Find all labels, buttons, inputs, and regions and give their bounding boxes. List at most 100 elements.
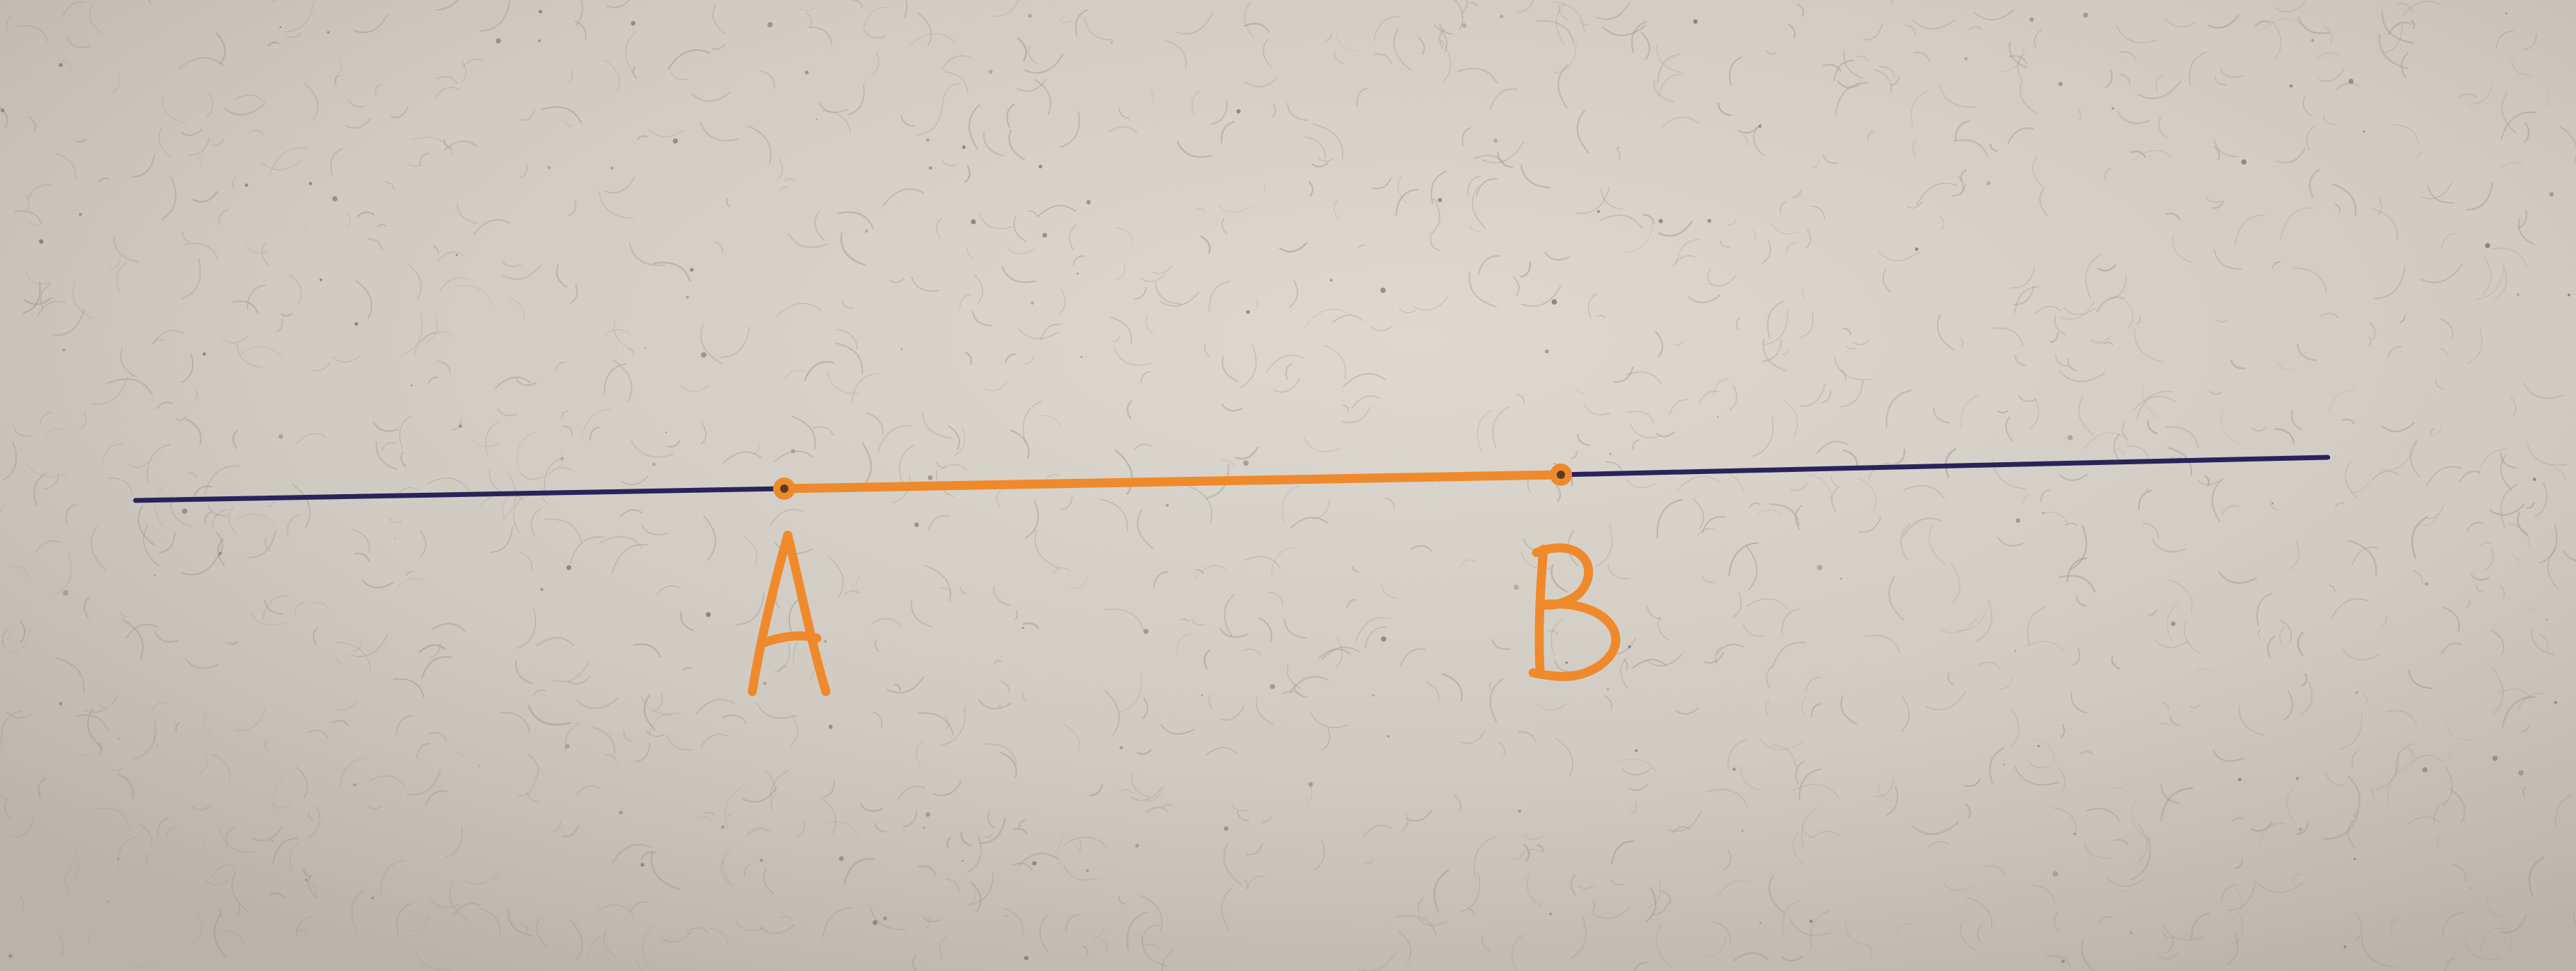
paper-fiber bbox=[1417, 897, 1424, 915]
paper-fiber bbox=[1318, 648, 1352, 660]
paper-fiber bbox=[2121, 886, 2132, 892]
paper-fiber bbox=[1058, 19, 1072, 23]
paper-fiber bbox=[703, 515, 717, 562]
paper-fiber bbox=[1788, 24, 1796, 39]
paper-fiber bbox=[1554, 659, 1573, 673]
paper-fiber bbox=[286, 514, 301, 535]
paper-fiber bbox=[643, 694, 656, 731]
paper-fiber bbox=[2495, 31, 2514, 49]
paper-fiber bbox=[1373, 15, 1400, 42]
paper-fiber bbox=[38, 411, 54, 425]
paper-fiber bbox=[1858, 516, 1882, 533]
paper-fiber bbox=[261, 243, 270, 267]
paper-fiber bbox=[650, 851, 680, 890]
paper-fiber bbox=[1767, 300, 1784, 339]
paper-fiber bbox=[1658, 74, 1684, 96]
paper-fiber bbox=[2235, 858, 2244, 870]
paper-fiber bbox=[145, 853, 151, 863]
paper-fiber bbox=[598, 190, 634, 220]
paper-speck bbox=[1030, 301, 1035, 305]
paper-fiber bbox=[1856, 56, 1869, 63]
paper-fiber bbox=[332, 719, 349, 726]
paper-fiber bbox=[1812, 831, 1841, 838]
paper-fiber bbox=[2274, 1, 2306, 13]
paper-fiber bbox=[1425, 681, 1440, 703]
paper-fiber bbox=[2151, 538, 2186, 553]
paper-fiber bbox=[1313, 839, 1325, 872]
paper-fiber bbox=[1945, 448, 1957, 478]
paper-speck bbox=[181, 508, 188, 514]
paper-speck bbox=[1758, 124, 1762, 129]
paper-fiber bbox=[2053, 911, 2059, 931]
paper-fiber bbox=[238, 346, 282, 358]
paper-fiber bbox=[2562, 550, 2576, 562]
paper-fiber bbox=[154, 486, 165, 528]
paper-fiber bbox=[2161, 931, 2176, 938]
paper-fiber bbox=[1165, 40, 1187, 69]
paper-fiber bbox=[2130, 836, 2151, 881]
paper-fiber bbox=[335, 657, 344, 664]
paper-speck bbox=[1741, 830, 1744, 832]
paper-fiber bbox=[2466, 181, 2494, 211]
paper-speck bbox=[1387, 735, 1390, 738]
paper-fiber bbox=[1256, 696, 1274, 725]
paper-fiber bbox=[428, 732, 448, 742]
paper-fiber bbox=[1890, 0, 1894, 4]
paper-fiber bbox=[770, 769, 790, 810]
paper-fiber bbox=[2084, 842, 2110, 858]
paper-fiber bbox=[1745, 544, 1758, 591]
paper-speck bbox=[2295, 776, 2299, 781]
paper-fiber bbox=[561, 410, 568, 418]
paper-fiber bbox=[2390, 918, 2398, 934]
paper-fiber bbox=[367, 238, 383, 251]
paper-fiber bbox=[1696, 528, 1719, 537]
paper-fiber bbox=[128, 462, 149, 468]
paper-fiber bbox=[1022, 692, 1027, 702]
paper-fiber bbox=[969, 104, 981, 151]
paper-fiber bbox=[1461, 0, 1468, 14]
paper-fiber bbox=[1671, 826, 1691, 834]
paper-fiber bbox=[5, 632, 11, 640]
paper-fiber bbox=[551, 822, 562, 833]
paper-fiber bbox=[2351, 750, 2360, 768]
paper-fiber bbox=[2058, 370, 2106, 382]
paper-fiber bbox=[1511, 933, 1525, 970]
paper-fiber bbox=[2413, 570, 2423, 586]
paper-fiber bbox=[1069, 225, 1077, 251]
paper-fiber bbox=[605, 754, 617, 762]
paper-fiber bbox=[517, 777, 537, 797]
paper-fiber bbox=[1655, 431, 1676, 437]
paper-fiber bbox=[225, 826, 236, 847]
paper-fiber bbox=[1400, 812, 1409, 832]
paper-fiber bbox=[2348, 539, 2377, 577]
paper-fiber bbox=[1460, 872, 1480, 913]
paper-fiber bbox=[1859, 478, 1877, 511]
paper-fiber bbox=[1748, 502, 1760, 508]
paper-fiber bbox=[1440, 40, 1451, 83]
paper-fiber bbox=[44, 473, 60, 489]
paper-fiber bbox=[1594, 523, 1613, 568]
paper-fiber bbox=[943, 715, 949, 730]
paper-fiber bbox=[2332, 183, 2357, 218]
paper-fiber bbox=[419, 152, 430, 166]
paper-fiber bbox=[1626, 478, 1656, 489]
paper-fiber bbox=[1052, 567, 1071, 573]
paper-fiber bbox=[1115, 227, 1134, 245]
paper-fiber bbox=[818, 102, 848, 113]
paper-fiber bbox=[640, 694, 679, 715]
paper-fiber bbox=[1604, 695, 1612, 710]
paper-fiber bbox=[562, 824, 579, 838]
paper-fiber bbox=[2518, 217, 2535, 245]
paper-fiber bbox=[204, 511, 212, 525]
paper-fiber bbox=[1765, 700, 1771, 715]
paper-fiber bbox=[1268, 591, 1283, 606]
paper-fiber bbox=[2293, 267, 2327, 294]
paper-fiber bbox=[836, 211, 874, 229]
paper-fiber bbox=[574, 20, 587, 40]
paper-fiber bbox=[2499, 585, 2505, 600]
paper-fiber bbox=[2368, 336, 2372, 347]
paper-fiber bbox=[519, 110, 535, 121]
paper-fiber bbox=[1354, 617, 1391, 642]
paper-fiber bbox=[1595, 3, 1630, 20]
paper-fiber bbox=[0, 792, 8, 801]
